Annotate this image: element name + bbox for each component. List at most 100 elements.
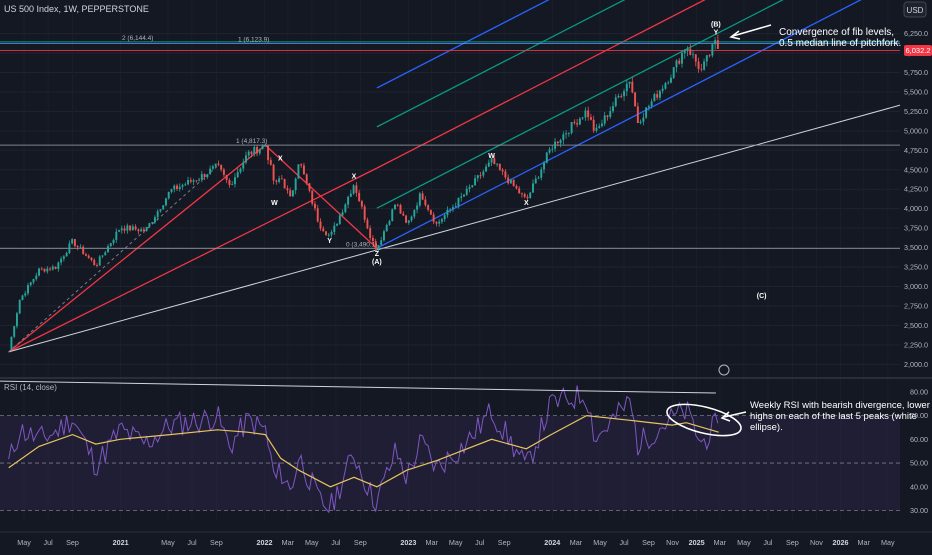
candle-body [289, 190, 292, 197]
candle-body [272, 164, 275, 181]
candle [269, 157, 272, 166]
candle [451, 204, 454, 212]
rsi-annotation-line-1: Weekly RSI with bearish divergence, lowe… [750, 400, 930, 411]
time-tick-label: Nov [666, 538, 679, 547]
candle [518, 186, 521, 194]
candle [82, 245, 85, 255]
candle-body [195, 180, 198, 182]
candle [653, 92, 656, 102]
candle [554, 138, 557, 152]
candle-body [645, 107, 648, 118]
currency-badge[interactable] [903, 1, 927, 18]
candle [465, 185, 468, 196]
candle [283, 178, 286, 189]
candle [396, 203, 399, 207]
candle-body [261, 145, 264, 150]
candle-body [543, 162, 545, 170]
candle [639, 119, 642, 125]
candle-body [112, 239, 115, 244]
time-tick-label: Nov [810, 538, 823, 547]
candle-body [581, 117, 584, 119]
candle [584, 107, 587, 121]
candle [256, 145, 258, 157]
time-axis[interactable]: May Jul Sep 2021 May Jul Sep 2022 Mar May Jul Sep 20… [0, 531, 932, 547]
time-tick-label: Mar [282, 538, 295, 547]
candle [239, 167, 242, 174]
candle [537, 176, 540, 180]
candle [678, 58, 681, 65]
candle-body [184, 184, 187, 186]
candle [153, 215, 156, 225]
time-tick-label: May [449, 538, 463, 547]
candle-body [692, 54, 695, 56]
price-axis[interactable]: 6,250.06,000.05,750.05,500.05,250.05,000… [904, 29, 928, 369]
candle-body [396, 204, 399, 206]
candle-body [683, 50, 686, 54]
candle [595, 124, 598, 133]
rsi-axis[interactable]: 80.00 70.00 60.00 50.00 40.00 30.00 [910, 387, 928, 515]
replay-icon[interactable] [718, 364, 730, 376]
candle-body [429, 209, 432, 215]
candle [703, 58, 706, 71]
candle-body [606, 115, 609, 117]
candle-body [71, 239, 74, 244]
candle [203, 173, 206, 181]
candle-body [192, 180, 195, 182]
candle-body [634, 92, 637, 107]
candle [512, 179, 515, 187]
candle [225, 174, 228, 184]
candle-body [413, 209, 416, 217]
time-tick-label: Jul [475, 538, 485, 547]
candle [233, 173, 236, 188]
candle [714, 37, 717, 50]
candle [338, 212, 341, 225]
candle-body [278, 178, 281, 182]
candle-body [388, 220, 391, 225]
candle [112, 238, 115, 246]
candle-body [140, 229, 143, 232]
candle [336, 223, 339, 227]
candle [498, 163, 501, 172]
candle [479, 171, 482, 179]
candle-body [115, 231, 118, 240]
candle-body [532, 183, 534, 193]
candle [137, 228, 140, 235]
candle-body [642, 117, 645, 122]
candle-body [716, 40, 719, 49]
candle-body [40, 268, 43, 270]
candle [322, 226, 325, 232]
candle-body [181, 185, 184, 187]
candle-body [628, 81, 631, 84]
candle [214, 163, 217, 169]
candle-body [253, 147, 256, 155]
candle [410, 215, 413, 223]
candle [609, 106, 612, 119]
candle [460, 192, 463, 202]
candle [84, 252, 87, 257]
candle [429, 209, 432, 215]
candle [540, 166, 543, 181]
candle-body [440, 219, 443, 222]
candle-body [639, 121, 642, 123]
candle [490, 157, 493, 167]
candle-body [518, 188, 521, 194]
time-tick-label: May [881, 538, 895, 547]
annotation-line-2: 0.5 median line of pitchfork. [779, 38, 901, 49]
candle [504, 169, 507, 180]
candle-body [57, 262, 60, 269]
candle-body [366, 219, 369, 229]
candle-body [556, 141, 559, 144]
candle-body [601, 123, 603, 127]
candle [65, 251, 68, 257]
candle [109, 242, 112, 248]
candle-body [297, 164, 300, 179]
candle-body [463, 194, 465, 197]
candle [377, 244, 380, 252]
candle [316, 204, 319, 223]
candle [559, 138, 562, 148]
candle-body [554, 141, 557, 149]
candle [120, 225, 123, 234]
wave-label: (B) [711, 22, 721, 29]
candle [272, 163, 275, 185]
